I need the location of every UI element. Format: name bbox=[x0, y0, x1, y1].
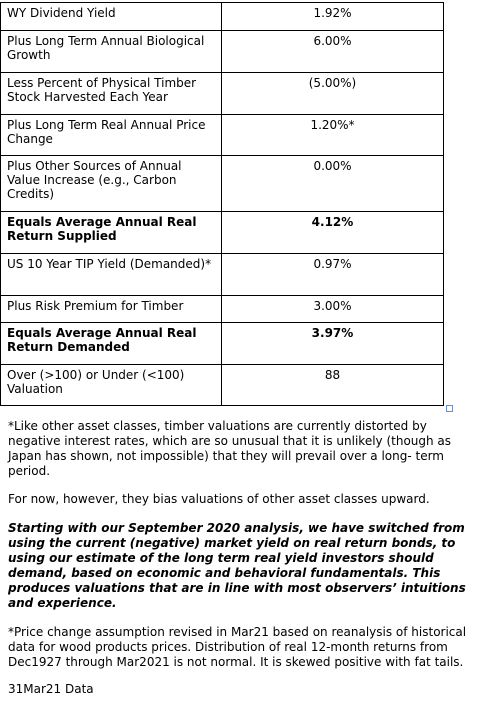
row-label: Less Percent of Physical Timber Stock Ha… bbox=[0, 72, 222, 115]
table-row: Equals Average Annual Real Return Suppli… bbox=[0, 211, 444, 254]
table-row: Plus Long Term Annual Biological Growth 6… bbox=[0, 30, 444, 73]
row-value: 3.00% bbox=[221, 295, 444, 323]
valuation-table: WY Dividend Yield 1.92% Plus Long Term An… bbox=[0, 2, 444, 406]
note: Starting with our September 2020 analysi… bbox=[8, 521, 466, 610]
table-row: US 10 Year TIP Yield (Demanded)* 0.97% bbox=[0, 253, 444, 296]
table-row: Plus Risk Premium for Timber 3.00% bbox=[0, 295, 444, 323]
row-label: Over (>100) or Under (<100) Valuation bbox=[0, 364, 222, 406]
resize-handle bbox=[446, 405, 453, 412]
row-label: Equals Average Annual Real Return Demand… bbox=[0, 322, 222, 365]
note: For now, however, they bias valuations o… bbox=[8, 492, 430, 506]
row-label: WY Dividend Yield bbox=[0, 2, 222, 31]
table-row: Less Percent of Physical Timber Stock Ha… bbox=[0, 72, 444, 115]
row-label: Equals Average Annual Real Return Suppli… bbox=[0, 211, 222, 254]
row-value: (5.00%) bbox=[221, 72, 444, 115]
row-label: US 10 Year TIP Yield (Demanded)* bbox=[0, 253, 222, 296]
row-value: 0.97% bbox=[221, 253, 444, 296]
row-label: Plus Long Term Real Annual Price Change bbox=[0, 114, 222, 156]
row-value: 4.12% bbox=[221, 211, 444, 254]
row-label: Plus Risk Premium for Timber bbox=[0, 295, 222, 323]
row-value: 88 bbox=[221, 364, 444, 406]
note: 31Mar21 Data bbox=[8, 682, 94, 696]
table-row: Equals Average Annual Real Return Demand… bbox=[0, 322, 444, 365]
table-row: Plus Long Term Real Annual Price Change 1… bbox=[0, 114, 444, 156]
table-row: Plus Other Sources of Annual Value Incre… bbox=[0, 155, 444, 212]
note: *Price change assumption revised in Mar2… bbox=[8, 625, 467, 669]
row-label: Plus Long Term Annual Biological Growth bbox=[0, 30, 222, 73]
row-value: 1.20%* bbox=[221, 114, 444, 156]
row-value: 3.97% bbox=[221, 322, 444, 365]
row-label: Plus Other Sources of Annual Value Incre… bbox=[0, 155, 222, 212]
row-value: 1.92% bbox=[221, 2, 444, 31]
table-row: Over (>100) or Under (<100) Valuation 88 bbox=[0, 364, 444, 406]
note: *Like other asset classes, timber valuat… bbox=[8, 419, 452, 478]
table-row: WY Dividend Yield 1.92% bbox=[0, 2, 444, 31]
row-value: 6.00% bbox=[221, 30, 444, 73]
row-value: 0.00% bbox=[221, 155, 444, 212]
